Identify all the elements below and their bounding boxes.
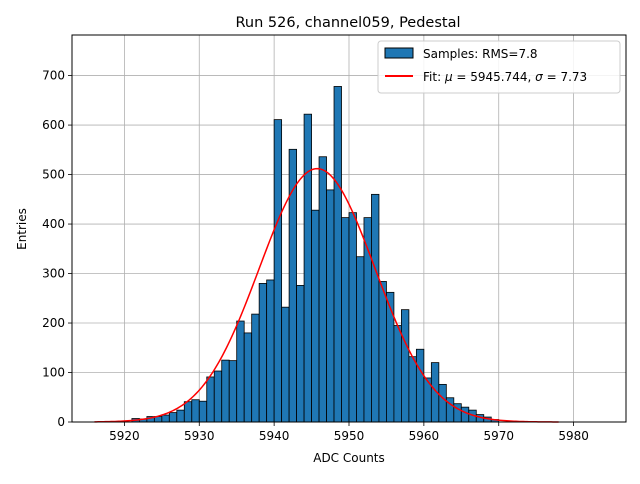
x-axis-label: ADC Counts — [313, 451, 385, 465]
histogram-bar — [401, 309, 410, 423]
histogram-bar — [408, 356, 417, 423]
histogram-bar — [296, 285, 305, 423]
legend-histogram-swatch — [384, 47, 414, 59]
histogram-bar — [243, 332, 253, 423]
histogram-bar — [318, 156, 327, 423]
y-tick-label: 100 — [42, 366, 65, 380]
histogram-bar — [206, 376, 215, 423]
fit-curve — [94, 167, 559, 423]
x-axis-ticks: 5920 5930 5940 5950 5960 5970 5980 — [109, 422, 589, 443]
y-tick-label: 500 — [42, 168, 65, 182]
histogram-bar — [236, 320, 245, 423]
x-tick-label: 5960 — [409, 429, 440, 443]
histogram-bar — [341, 217, 350, 423]
histogram-bar — [438, 383, 447, 423]
y-axis-ticks: 0 100 200 300 400 500 600 700 — [42, 69, 72, 429]
histogram-bar — [176, 409, 185, 423]
histogram-bar — [415, 348, 425, 423]
legend-mu-symbol: μ — [444, 70, 453, 84]
histogram-bar — [281, 306, 290, 423]
histogram-bar — [333, 86, 342, 423]
histogram-bar — [258, 283, 268, 423]
histogram-bar — [460, 406, 470, 423]
histogram-bar — [311, 209, 320, 423]
histogram-bar — [326, 189, 335, 423]
y-tick-label: 700 — [42, 69, 65, 83]
histogram-bar — [183, 401, 193, 423]
y-tick-label: 400 — [42, 217, 65, 231]
x-tick-label: 5930 — [184, 429, 215, 443]
histogram-bar — [386, 291, 395, 423]
histogram-bar — [356, 256, 365, 423]
x-tick-label: 5920 — [109, 429, 140, 443]
x-tick-label: 5940 — [259, 429, 290, 443]
histogram-bar — [161, 414, 170, 423]
y-tick-label: 0 — [57, 415, 65, 429]
legend-sigma-value: = 7.73 — [543, 70, 587, 84]
legend-fit-prefix: Fit: — [423, 70, 445, 84]
x-tick-label: 5980 — [558, 429, 589, 443]
histogram-bar — [251, 313, 260, 423]
histogram-bar — [221, 359, 230, 423]
y-tick-label: 300 — [42, 267, 65, 281]
legend-fit-label: Fit: μ = 5945.744, σ = 7.73 — [423, 70, 587, 84]
chart-title: Run 526, channel059, Pedestal — [235, 15, 460, 31]
histogram-bar — [198, 400, 208, 423]
histogram-bar — [393, 325, 402, 423]
y-axis-label: Entries — [15, 208, 29, 250]
histogram-bar — [228, 360, 238, 423]
legend-sigma-symbol: σ — [535, 70, 543, 84]
histogram-bar — [266, 279, 275, 423]
y-tick-label: 600 — [42, 118, 65, 132]
legend-histogram-label: Samples: RMS=7.8 — [423, 47, 538, 61]
legend: Samples: RMS=7.8 Fit: μ = 5945.744, σ = … — [377, 40, 621, 94]
histogram-bar — [378, 281, 387, 423]
histogram-bar — [213, 370, 223, 423]
histogram-bar — [371, 193, 380, 423]
x-tick-label: 5970 — [483, 429, 514, 443]
x-tick-label: 5950 — [334, 429, 365, 443]
legend-box — [377, 40, 621, 94]
histogram-bar — [191, 399, 200, 423]
histogram-bar — [348, 212, 357, 423]
legend-mu-value: = 5945.744, — [453, 70, 536, 84]
y-tick-label: 200 — [42, 316, 65, 330]
histogram-bar — [273, 119, 283, 423]
histogram-bar — [168, 412, 178, 423]
histogram-bar — [303, 113, 312, 423]
